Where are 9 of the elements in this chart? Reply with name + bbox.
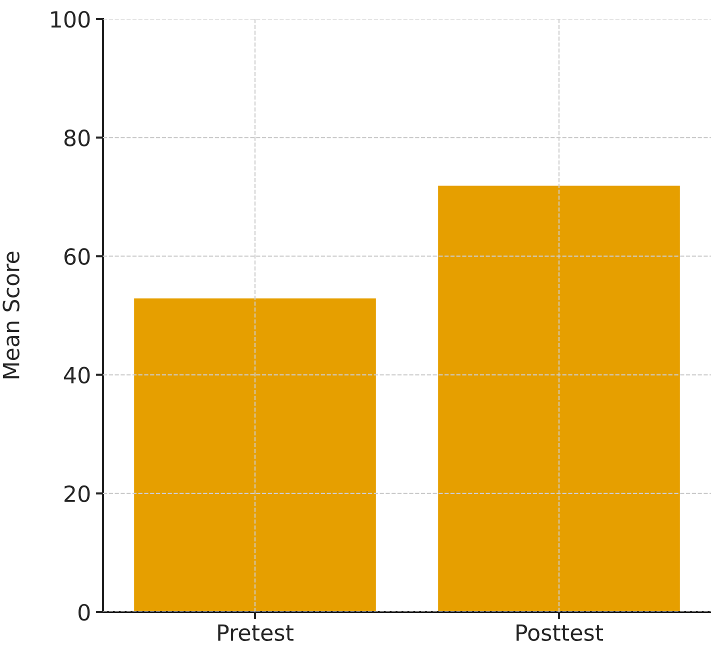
- y-tick-label: 100: [51, 10, 90, 28]
- x-tick-label: Posttest: [516, 624, 604, 642]
- y-tick-label: 20: [64, 485, 90, 502]
- x-tick-label: Pretest: [218, 624, 294, 642]
- y-tick-label: 60: [64, 248, 90, 265]
- y-axis-title: Mean Score: [2, 252, 20, 378]
- y-tick-label: 40: [64, 366, 90, 384]
- y-tick-label: 0: [78, 604, 90, 621]
- y-tick-label: 80: [64, 130, 90, 146]
